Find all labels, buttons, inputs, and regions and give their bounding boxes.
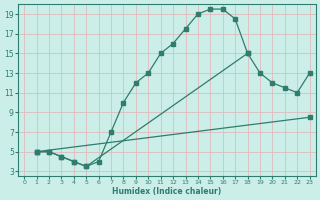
X-axis label: Humidex (Indice chaleur): Humidex (Indice chaleur): [112, 187, 221, 196]
